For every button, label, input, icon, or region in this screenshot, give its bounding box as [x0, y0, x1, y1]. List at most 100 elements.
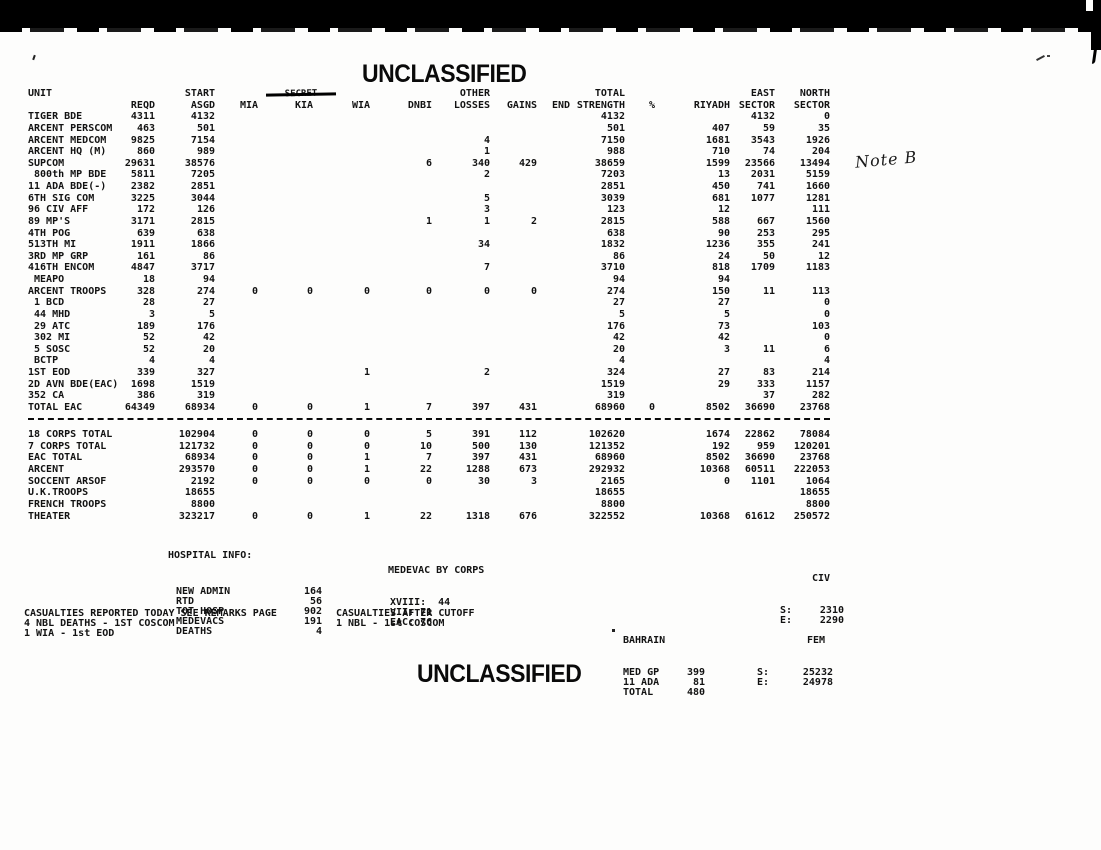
- cell-total-strength: 2815: [600, 215, 625, 227]
- scan-speck: [1036, 55, 1045, 61]
- cell-asgd: 989: [196, 146, 215, 158]
- cell-other-losses: 5: [483, 192, 490, 204]
- cell-riyadh: RIYADH: [693, 99, 730, 111]
- cell-riyadh: 407: [711, 122, 730, 134]
- cell-east-sector: 741: [756, 181, 775, 192]
- cell-other-losses: 1288: [465, 464, 490, 475]
- cell-other-losses: 397: [471, 401, 490, 413]
- table-row: 1 BCD 28 27 27 27 0: [28, 297, 830, 309]
- table-row: SUPCOM 29631 38576 6 340 429 38659 1599 23566 134…: [28, 158, 830, 170]
- cell-east-sector: 253: [756, 227, 775, 239]
- cell-reqd: 28: [142, 297, 155, 309]
- cell-reqd: 29631: [124, 157, 155, 169]
- cell-unit: UNIT: [28, 88, 53, 99]
- item-value: 25232: [802, 667, 833, 678]
- cell-other-losses: 1: [483, 215, 490, 227]
- cell-north-sector: 0: [823, 308, 830, 320]
- cell-asgd: 4132: [190, 111, 215, 123]
- cell-kia: 0: [306, 285, 313, 297]
- scan-band-hook: [1091, 47, 1098, 65]
- cell-total-strength: 2165: [600, 475, 625, 487]
- cell-reqd: 2382: [130, 181, 155, 192]
- cell-unit: 44 MHD: [28, 308, 71, 320]
- table-row: ARCENT MEDCOM 9825 7154 4 7150 1681 3543 1926: [28, 135, 830, 147]
- scan-speck: [1047, 55, 1050, 57]
- cell-other-losses: 397: [471, 452, 490, 464]
- cell-unit: 3RD MP GRP: [28, 250, 89, 262]
- cell-east-sector: 1101: [750, 475, 775, 487]
- cell-unit: 352 CA: [28, 390, 65, 402]
- cell-gains: 673: [518, 464, 537, 475]
- cell-east-sector: 11: [762, 285, 775, 297]
- text-line: CASUALTIES REPORTED TODAY SEE REMARKS PA…: [24, 608, 277, 619]
- bahrain-items: MED GP 399 11 ADA 81 TOTAL 480: [623, 667, 707, 698]
- cell-pct: %: [648, 99, 655, 111]
- item-value: 2290: [819, 615, 844, 626]
- table-row: ARCENT HQ (M) 860 989 1 988 710 74 204: [28, 146, 830, 158]
- cell-north-sector: 111: [811, 204, 830, 216]
- cell-north-sector: 0: [823, 332, 830, 344]
- table-row: 416TH ENCOM 4847 3717 7 3710 818 1709 1183: [28, 262, 830, 274]
- cell-asgd: 18655: [184, 487, 215, 499]
- cell-riyadh: 94: [717, 274, 730, 285]
- cell-other-losses: 4: [483, 134, 490, 146]
- fem-items: S: 25232 E: 24978: [757, 667, 835, 688]
- cell-north-sector: 1560: [805, 215, 830, 227]
- cell-gains: 431: [518, 452, 537, 464]
- cell-kia: 0: [306, 429, 313, 441]
- cell-reqd: 463: [136, 122, 155, 134]
- cell-unit: 800th MP BDE: [28, 169, 107, 181]
- cell-riyadh: 27: [717, 367, 730, 378]
- cell-unit: BCTP: [28, 355, 59, 367]
- fem-block: FEM S: 25232 E: 24978: [757, 613, 835, 698]
- item-value: 191: [303, 616, 322, 627]
- cell-north-sector: 103: [811, 320, 830, 332]
- cell-gains: 130: [518, 440, 537, 452]
- cell-east-sector: 3543: [750, 134, 775, 146]
- table-row: MEAPO 18 94 94 94: [28, 274, 830, 286]
- cell-kia: 0: [306, 440, 313, 452]
- handwritten-note: Note B: [854, 147, 919, 172]
- cell-dnbi: 1: [425, 215, 432, 227]
- cell-kia: 0: [306, 401, 313, 413]
- cell-asgd: 274: [196, 285, 215, 297]
- cell-dnbi: 7: [425, 401, 432, 413]
- cell-riyadh: 1236: [705, 239, 730, 251]
- cell-reqd: 172: [136, 204, 155, 216]
- cell-total-strength: STRENGTH: [576, 99, 625, 111]
- cell-asgd: 94: [202, 274, 215, 285]
- item-label: S:: [757, 667, 770, 678]
- scan-speck: [612, 629, 615, 632]
- strength-table: UNIT START OTHER TOTAL EAST NORTH REQD ASGD MIA K…: [28, 88, 830, 522]
- cell-total-strength: 5: [618, 308, 625, 320]
- cell-east-sector: 667: [756, 215, 775, 227]
- item-value: 399: [686, 667, 705, 678]
- cell-wia: 1: [363, 464, 370, 475]
- cell-mia: 0: [251, 464, 258, 475]
- cell-reqd: 386: [136, 390, 155, 402]
- cell-east-sector: 4132: [750, 111, 775, 123]
- cell-east-sector: 22862: [744, 429, 775, 441]
- cell-riyadh: 588: [711, 215, 730, 227]
- cell-riyadh: 10368: [699, 464, 730, 475]
- bahrain-title: BAHRAIN: [623, 635, 666, 646]
- cell-kia: KIA: [294, 99, 313, 111]
- cell-kia: 0: [306, 475, 313, 487]
- cell-asgd: 68934: [184, 401, 215, 413]
- cell-total-strength: 4132: [600, 111, 625, 123]
- casualties-today-block: CASUALTIES REPORTED TODAY SEE REMARKS PA…: [24, 608, 277, 639]
- cell-end: END: [551, 99, 570, 111]
- cell-dnbi: DNBI: [407, 99, 432, 111]
- table-row: TOTAL EAC 64349 68934 0 0 1 7 397 431 68960 0 8502 3…: [28, 402, 830, 414]
- cell-gains: 3: [530, 475, 537, 487]
- cell-wia: 1: [363, 367, 370, 378]
- classification-banner-bottom: UNCLASSIFIED: [417, 660, 582, 688]
- cell-north-sector: 13494: [799, 157, 830, 169]
- cell-unit: SUPCOM: [28, 157, 65, 169]
- cell-total-strength: 3710: [600, 262, 625, 274]
- list-item: S: 25232: [757, 667, 835, 678]
- cell-unit: FRENCH TROOPS: [28, 498, 107, 510]
- cell-reqd: REQD: [130, 99, 155, 111]
- list-item: TOT HOSP 902: [176, 606, 322, 617]
- cell-asgd: 38576: [184, 157, 215, 169]
